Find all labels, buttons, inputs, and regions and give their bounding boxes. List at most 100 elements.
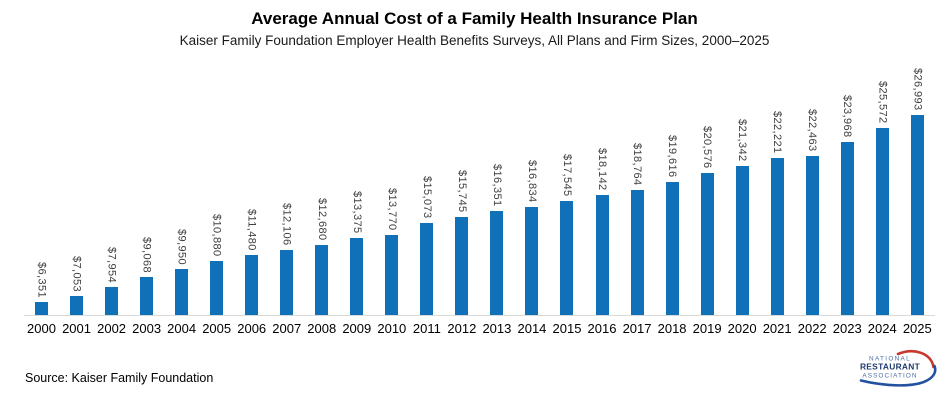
bar-value-label: $19,616 [666, 135, 679, 178]
bar-value-label: $18,764 [631, 143, 644, 186]
bar-value-label: $26,993 [911, 68, 924, 111]
x-axis-labels: 2000 2001 2002 2003 2004 2005 2006 2007 2008 2009… [24, 321, 935, 336]
bar [875, 128, 889, 315]
bar [840, 142, 854, 315]
bar-slot: $13,770 [374, 55, 409, 315]
bar-slot: $21,342 [725, 55, 760, 315]
bar-value-label: $23,968 [841, 95, 854, 138]
bar-slot: $16,834 [514, 55, 549, 315]
bar [805, 156, 819, 315]
x-axis-label: 2011 [412, 321, 441, 336]
chart-subtitle: Kaiser Family Foundation Employer Health… [179, 33, 770, 48]
x-axis-label: 2019 [692, 321, 722, 336]
bar [735, 166, 749, 315]
national-restaurant-association-logo: NATIONAL RESTAURANT ASSOCIATION [859, 350, 937, 387]
bar-value-label: $18,142 [596, 148, 609, 191]
bar-value-label: $15,745 [455, 170, 468, 213]
x-axis-label: 2012 [447, 321, 477, 336]
bar-value-label: $12,680 [315, 198, 328, 241]
bar-slot: $12,106 [269, 55, 304, 315]
bar-value-label: $10,880 [210, 214, 223, 257]
bar-slot: $11,480 [234, 55, 269, 315]
bar-value-label: $13,770 [385, 188, 398, 231]
bar-slot: $26,993 [900, 55, 935, 315]
bar [280, 250, 294, 315]
x-axis-label: 2005 [202, 321, 232, 336]
x-axis-label: 2024 [867, 321, 897, 336]
logo-text-association: ASSOCIATION [862, 373, 917, 380]
bar-value-label: $13,375 [350, 191, 363, 234]
x-axis-label: 2025 [902, 321, 932, 336]
x-axis-label: 2006 [237, 321, 267, 336]
bar [490, 211, 504, 315]
x-axis-label: 2002 [97, 321, 127, 336]
bar [770, 158, 784, 315]
plot-area: $6,351 $7,053 $7,954 $9,068 $9,950 $10,880 $11… [24, 55, 935, 336]
logo-red-swoosh-icon [896, 350, 935, 369]
bar-slot: $9,950 [164, 55, 199, 315]
logo-text-national: NATIONAL [869, 356, 911, 363]
x-axis-label: 2003 [132, 321, 162, 336]
bar [70, 296, 84, 315]
x-axis-label: 2023 [832, 321, 862, 336]
x-axis-label: 2014 [517, 321, 547, 336]
bar-slot: $23,968 [830, 55, 865, 315]
bar [910, 115, 924, 315]
bar [245, 255, 259, 315]
bar [560, 201, 574, 315]
bar [315, 245, 329, 315]
bars-container: $6,351 $7,053 $7,954 $9,068 $9,950 $10,880 $11… [24, 55, 935, 316]
bar-value-label: $15,073 [420, 176, 433, 219]
bar-slot: $9,068 [129, 55, 164, 315]
bar-value-label: $6,351 [35, 261, 48, 298]
bar-value-label: $16,351 [490, 164, 503, 207]
x-axis-label: 2021 [762, 321, 792, 336]
x-axis-label: 2020 [727, 321, 757, 336]
bar-value-label: $12,106 [280, 203, 293, 246]
bar-slot: $17,545 [549, 55, 584, 315]
x-axis-label: 2004 [167, 321, 197, 336]
x-axis-label: 2022 [797, 321, 827, 336]
x-axis-label: 2001 [62, 321, 91, 336]
bar-slot: $25,572 [865, 55, 900, 315]
bar-slot: $20,576 [690, 55, 725, 315]
bar-value-label: $17,545 [560, 154, 573, 197]
logo-text-restaurant: RESTAURANT [860, 362, 921, 372]
bar-value-label: $22,221 [771, 111, 784, 154]
bar-slot: $19,616 [655, 55, 690, 315]
x-axis-label: 2013 [482, 321, 512, 336]
chart-title: Average Annual Cost of a Family Health I… [251, 9, 698, 28]
x-axis-label: 2018 [657, 321, 687, 336]
bar-slot: $15,073 [409, 55, 444, 315]
bar [455, 217, 469, 315]
bar-slot: $16,351 [479, 55, 514, 315]
bar [665, 182, 679, 315]
x-axis-label: 2000 [27, 321, 56, 336]
bar-slot: $22,221 [760, 55, 795, 315]
bar-value-label: $9,068 [140, 236, 153, 273]
bar-value-label: $7,954 [105, 246, 118, 283]
bar-slot: $12,680 [304, 55, 339, 315]
bar [140, 277, 154, 315]
bar-slot: $18,142 [585, 55, 620, 315]
bar [420, 223, 434, 315]
bar-slot: $6,351 [24, 55, 59, 315]
bar [35, 302, 49, 315]
bar-slot: $7,954 [94, 55, 129, 315]
bar [630, 190, 644, 315]
logo-blue-swoosh-icon [859, 364, 937, 387]
x-axis-label: 2017 [622, 321, 652, 336]
bar-slot: $7,053 [59, 55, 94, 315]
bar-value-label: $7,053 [70, 255, 83, 292]
x-axis-label: 2015 [552, 321, 582, 336]
bar-value-label: $11,480 [245, 209, 258, 251]
bar-value-label: $21,342 [736, 119, 749, 162]
bar-value-label: $9,950 [175, 228, 188, 265]
bar-slot: $10,880 [199, 55, 234, 315]
bar [525, 207, 539, 315]
x-axis-label: 2009 [342, 321, 372, 336]
bar-slot: $22,463 [795, 55, 830, 315]
bar-slot: $18,764 [620, 55, 655, 315]
bar [350, 238, 364, 315]
x-axis-label: 2007 [272, 321, 302, 336]
